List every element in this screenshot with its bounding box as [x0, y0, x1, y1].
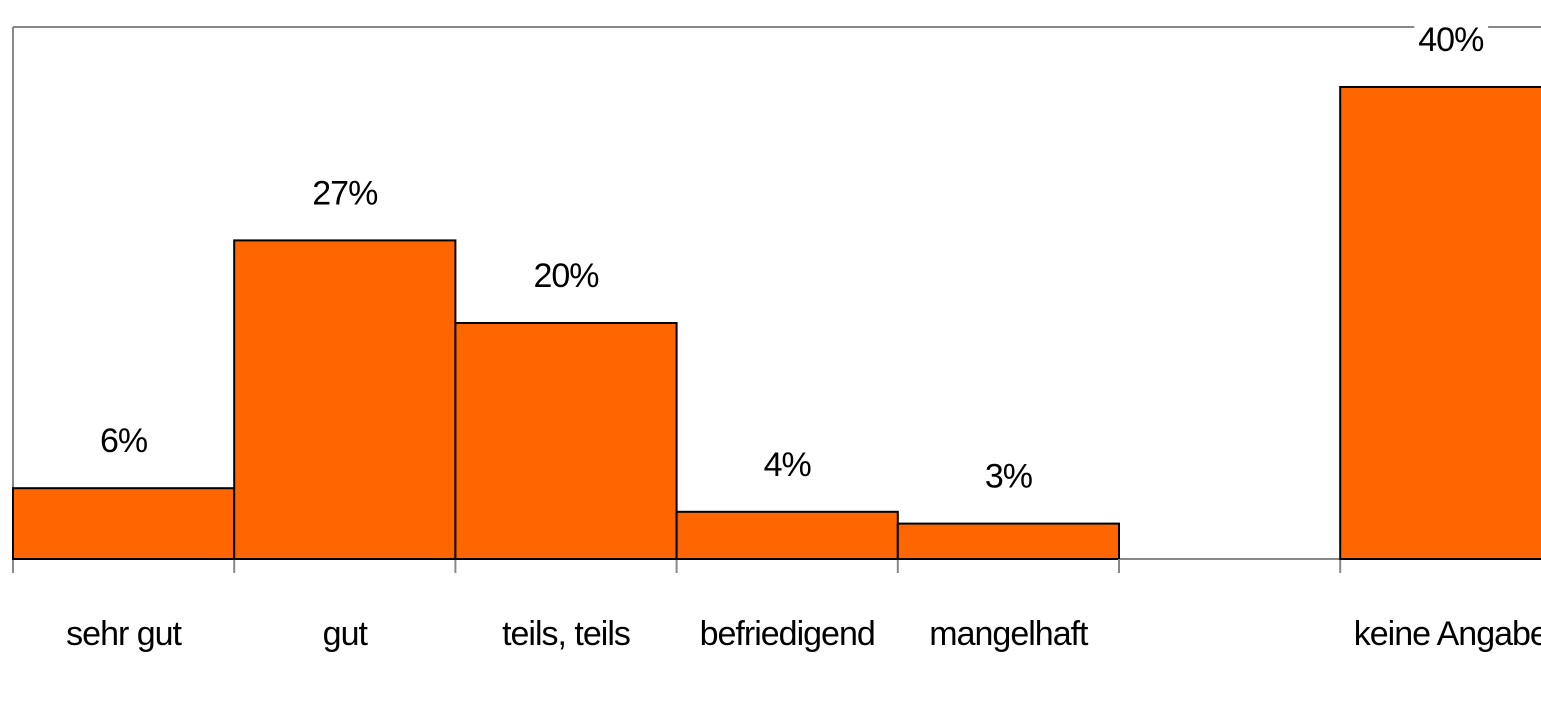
x-tick-label: keine Angabe — [1354, 615, 1541, 653]
data-label-background — [980, 457, 1037, 496]
bar — [896, 522, 1120, 560]
x-tick-label: befriedigend — [700, 615, 875, 653]
data-label: 40% — [1418, 21, 1484, 59]
bar — [12, 487, 236, 561]
data-label-background — [308, 174, 383, 213]
data-label-background — [529, 257, 604, 295]
data-label: 4% — [764, 446, 812, 484]
bar — [1339, 86, 1541, 560]
bar — [233, 239, 457, 560]
bar — [454, 322, 678, 560]
bar — [675, 510, 899, 560]
data-label: 20% — [533, 257, 599, 295]
data-label: 6% — [100, 422, 148, 460]
data-label-background — [96, 422, 152, 461]
x-tick-label: gut — [323, 615, 369, 653]
data-label-background — [759, 445, 816, 484]
x-tick-label: mangelhaft — [929, 615, 1089, 653]
x-tick-label: sehr gut — [66, 615, 182, 653]
data-label: 3% — [985, 458, 1033, 496]
data-label: 27% — [312, 174, 378, 212]
x-tick-label: teils, teils — [502, 615, 630, 653]
data-label-background — [1414, 21, 1489, 59]
